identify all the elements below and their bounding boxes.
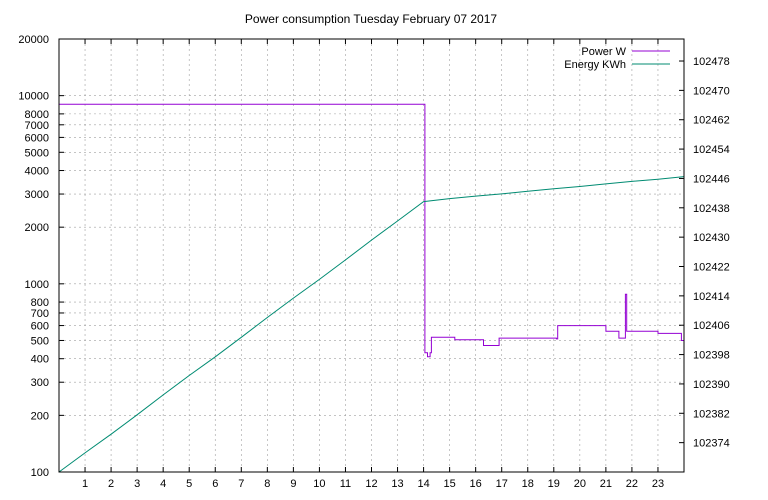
y-left-tick-label: 700 (31, 308, 49, 320)
grid-lines (59, 39, 684, 472)
y-right-tick-label: 102478 (693, 56, 730, 68)
x-tick-label: 13 (391, 478, 403, 490)
x-tick-label: 14 (417, 478, 429, 490)
series-layer (58, 103, 685, 473)
x-tick-label: 17 (496, 478, 508, 490)
chart-title: Power consumption Tuesday February 07 20… (245, 12, 497, 26)
x-tick-label: 22 (626, 478, 638, 490)
x-tick-label: 18 (522, 478, 534, 490)
y-left-tick-label: 20000 (18, 34, 49, 46)
y-left-tick-label: 800 (31, 297, 49, 309)
y-left-tick-label: 5000 (25, 147, 49, 159)
series-power-line (59, 103, 685, 358)
x-tick-label: 9 (290, 478, 296, 490)
y-right-tick-label: 102398 (693, 350, 730, 362)
x-tick-label: 12 (365, 478, 377, 490)
y-right-tick-label: 102406 (693, 320, 730, 332)
y-left-tick-label: 1000 (25, 279, 49, 291)
y-left-tick-label: 400 (31, 354, 49, 366)
y-left-tick-label: 4000 (25, 166, 49, 178)
y-left-tick-label: 10000 (18, 91, 49, 103)
series-energy-line (58, 176, 685, 473)
y-right-tick-label: 102390 (693, 379, 730, 391)
y-right-tick-label: 102374 (693, 438, 730, 450)
x-tick-label: 15 (444, 478, 456, 490)
y-right-tick-label: 102382 (693, 408, 730, 420)
x-tick-label: 5 (186, 478, 192, 490)
y-left-tick-label: 2000 (25, 222, 49, 234)
y-right-tick-label: 102446 (693, 173, 730, 185)
x-tick-label: 19 (548, 478, 560, 490)
y-left-tick-label: 300 (31, 377, 49, 389)
y-right-tick-label: 102462 (693, 115, 730, 127)
legend-label-power: Power W (581, 46, 626, 58)
axis-ticks: 1 2 3 4 5 6 7 8 9 10 11 12 13 14 15 16 17 18 19 20 21 22 23100… (18, 34, 729, 490)
x-tick-label: 16 (470, 478, 482, 490)
x-tick-label: 3 (134, 478, 140, 490)
y-left-tick-label: 6000 (25, 132, 49, 144)
x-tick-label: 21 (600, 478, 612, 490)
x-tick-label: 1 (82, 478, 88, 490)
x-tick-label: 2 (108, 478, 114, 490)
x-tick-label: 11 (340, 478, 351, 490)
x-tick-label: 4 (160, 478, 166, 490)
y-left-tick-label: 7000 (25, 120, 49, 132)
x-tick-label: 23 (652, 478, 664, 490)
legend: Power W Energy KWh (564, 46, 670, 71)
x-tick-label: 10 (313, 478, 325, 490)
y-right-tick-label: 102430 (693, 232, 730, 244)
y-left-tick-label: 8000 (25, 109, 49, 121)
y-right-tick-label: 102454 (693, 144, 730, 156)
x-tick-label: 8 (264, 478, 270, 490)
y-right-tick-label: 102414 (693, 291, 730, 303)
x-tick-label: 20 (574, 478, 586, 490)
y-right-tick-label: 102438 (693, 203, 730, 215)
legend-label-energy: Energy KWh (564, 59, 626, 71)
x-tick-label: 6 (212, 478, 218, 490)
y-right-tick-label: 102470 (693, 85, 730, 97)
y-right-tick-label: 102422 (693, 262, 730, 274)
y-left-tick-label: 100 (31, 467, 49, 479)
y-left-tick-label: 600 (31, 321, 49, 333)
y-left-tick-label: 200 (31, 410, 49, 422)
y-left-tick-label: 500 (31, 335, 49, 347)
y-left-tick-label: 3000 (25, 189, 49, 201)
x-tick-label: 7 (238, 478, 244, 490)
